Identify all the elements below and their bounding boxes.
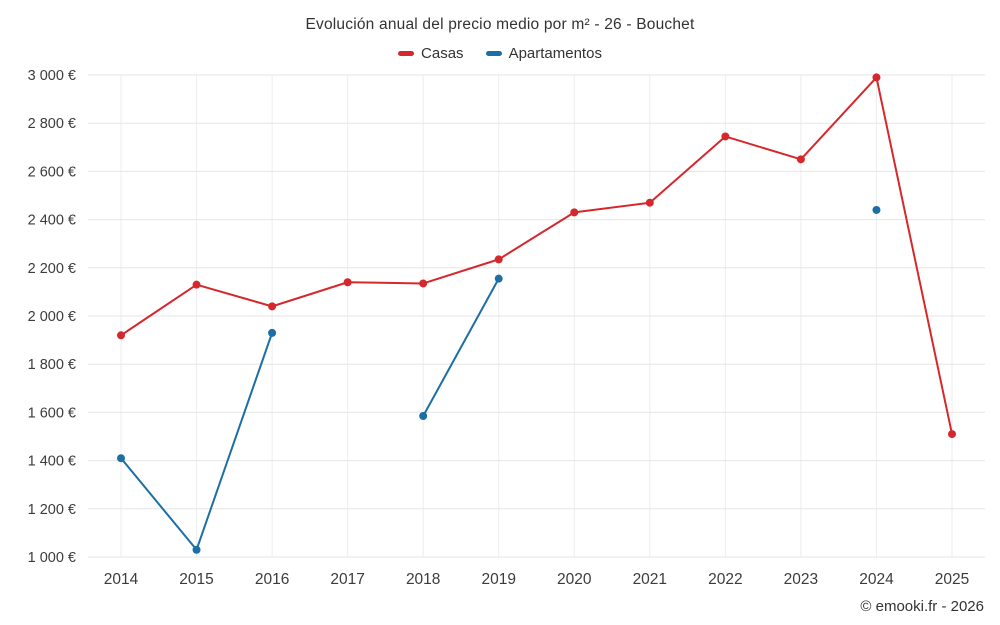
data-point-casas[interactable]	[268, 302, 277, 311]
y-tick-label: 3 000 €	[28, 68, 76, 84]
data-point-casas[interactable]	[872, 73, 881, 82]
y-tick-label: 1 000 €	[28, 550, 76, 566]
data-point-apartamentos[interactable]	[419, 412, 428, 421]
legend: Casas Apartamentos	[0, 45, 1000, 62]
y-tick-label: 2 600 €	[28, 164, 76, 180]
gridlines	[88, 74, 985, 558]
data-point-apartamentos[interactable]	[117, 454, 125, 463]
legend-swatch-casas-icon	[398, 51, 415, 56]
y-tick-label: 2 400 €	[28, 213, 76, 229]
data-point-casas[interactable]	[192, 280, 201, 289]
y-tick-label: 2 000 €	[28, 309, 76, 325]
legend-swatch-apartamentos-icon	[485, 51, 502, 56]
data-point-apartamentos[interactable]	[494, 274, 503, 283]
y-tick-label: 1 200 €	[28, 502, 76, 518]
x-tick-label: 2016	[255, 571, 289, 588]
x-tick-label: 2014	[104, 571, 139, 588]
x-tick-label: 2024	[859, 571, 894, 588]
x-tick-label: 2021	[633, 571, 667, 588]
data-point-casas[interactable]	[419, 279, 428, 288]
credit-link[interactable]: © emooki.fr - 2026	[860, 598, 984, 615]
data-point-casas[interactable]	[117, 331, 125, 340]
y-tick-label: 1 400 €	[28, 454, 76, 470]
legend-label-casas: Casas	[421, 45, 464, 62]
x-tick-label: 2022	[708, 571, 742, 588]
data-point-casas[interactable]	[494, 255, 503, 264]
y-tick-label: 2 800 €	[28, 116, 76, 132]
series-line-apartamentos	[422, 277, 500, 418]
legend-item-casas[interactable]: Casas	[398, 45, 464, 62]
y-tick-label: 1 800 €	[28, 357, 76, 373]
x-tick-label: 2018	[406, 571, 440, 588]
data-point-apartamentos[interactable]	[872, 205, 881, 214]
x-tick-label: 2023	[784, 571, 818, 588]
data-point-casas[interactable]	[721, 132, 730, 141]
data-point-apartamentos[interactable]	[268, 328, 277, 337]
y-tick-label: 2 200 €	[28, 261, 76, 277]
data-point-casas[interactable]	[343, 278, 352, 287]
data-point-apartamentos[interactable]	[192, 545, 201, 554]
data-point-casas[interactable]	[796, 155, 805, 164]
data-point-casas[interactable]	[570, 208, 579, 217]
x-tick-label: 2017	[330, 571, 364, 588]
y-tick-label: 1 600 €	[28, 405, 76, 421]
chart-title: Evolución anual del precio medio por m² …	[305, 16, 695, 33]
series-line-casas	[120, 76, 953, 436]
data-point-casas[interactable]	[948, 430, 956, 439]
x-tick-label: 2025	[935, 571, 969, 588]
legend-label-apartamentos: Apartamentos	[508, 45, 602, 62]
x-tick-label: 2019	[481, 571, 515, 588]
x-tick-label: 2015	[179, 571, 213, 588]
legend-item-apartamentos[interactable]: Apartamentos	[485, 45, 602, 62]
data-point-casas[interactable]	[645, 198, 654, 207]
x-tick-label: 2020	[557, 571, 592, 588]
